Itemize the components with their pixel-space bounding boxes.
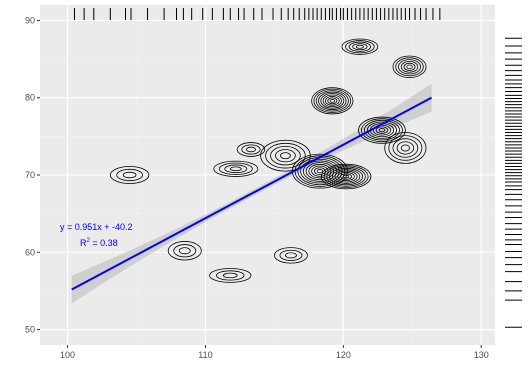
regression-line [71, 96, 433, 291]
density-contour [334, 170, 358, 183]
density-contour [270, 146, 301, 166]
density-contour [109, 166, 150, 184]
density-contour [241, 144, 261, 155]
density-contour [313, 167, 326, 175]
density-contour [400, 144, 410, 152]
density-contour [273, 247, 308, 264]
density-contour [341, 38, 379, 55]
density-contour [265, 142, 306, 169]
density-contour [345, 40, 375, 54]
density-contour [323, 165, 369, 188]
density-contour [167, 241, 202, 261]
density-contour [280, 152, 291, 160]
density-contour [302, 160, 337, 182]
y-tick-label: 80 [25, 93, 35, 103]
density-contour [392, 55, 427, 79]
density-contour [173, 244, 197, 258]
x-tick-label: 130 [474, 350, 489, 360]
regression-equation: y = 0.951x + -40.2 [60, 222, 133, 232]
rug-y [505, 37, 522, 328]
density-contour [352, 43, 368, 51]
density-contour [116, 168, 143, 182]
r-squared-value: = 0.38 [90, 238, 118, 248]
density-contour [279, 249, 303, 261]
density-contour [378, 128, 386, 133]
density-contour [316, 169, 324, 174]
density-contour [122, 171, 137, 179]
density-contour [300, 158, 340, 184]
density-contour [325, 96, 340, 106]
density-contour [406, 64, 413, 70]
density-contour [375, 126, 389, 134]
density-contour [329, 98, 336, 103]
y-tick-label: 70 [25, 170, 35, 180]
x-tick-label: 110 [198, 350, 212, 360]
density-contour [396, 141, 415, 155]
rug-x [73, 8, 441, 20]
density-contour [337, 172, 355, 182]
density-contour [363, 119, 400, 141]
y-tick-label: 90 [25, 15, 35, 25]
density-contour [178, 247, 191, 255]
y-axis: 50 60 70 80 90 [25, 15, 40, 335]
density-contour [361, 118, 403, 143]
density-contour [403, 62, 416, 71]
density-contour [320, 163, 372, 190]
density-contour [355, 44, 364, 49]
x-axis: 100 110 120 130 [60, 345, 489, 360]
y-tick-label: 50 [25, 325, 35, 335]
density-contour [398, 59, 421, 75]
density-contour [318, 91, 347, 110]
density-contour [285, 252, 297, 259]
x-tick-label: 120 [336, 350, 351, 360]
density-contour [392, 138, 419, 158]
density-contour [209, 268, 252, 283]
density-contour [311, 165, 329, 177]
density-contour [222, 272, 238, 279]
r-squared-letter: R [80, 238, 87, 248]
density-contour [311, 87, 354, 115]
r-squared-superscript: 2 [87, 238, 91, 244]
density-contours [109, 38, 427, 283]
density-contour [213, 160, 259, 177]
density-contour [395, 57, 424, 77]
density-contour [313, 88, 352, 113]
density-contour [366, 121, 397, 139]
density-contour [245, 146, 256, 153]
density-contour [348, 41, 372, 52]
density-contour [275, 149, 296, 163]
density-contour [322, 94, 342, 108]
density-contour [384, 132, 427, 164]
density-contour [229, 166, 242, 172]
density-contour [342, 174, 350, 179]
density-contour [320, 93, 345, 109]
density-contour [315, 90, 349, 112]
density-contour [224, 164, 248, 174]
density-contour [329, 167, 364, 186]
density-contour [400, 61, 419, 73]
grid-major [40, 5, 495, 345]
density-contour [388, 135, 423, 161]
y-tick-label: 60 [25, 247, 35, 257]
density-contour [260, 139, 311, 172]
density-contour [236, 142, 266, 157]
density-contour [308, 163, 332, 179]
x-tick-label: 100 [60, 350, 75, 360]
density-contour [340, 173, 353, 180]
density-contour [358, 116, 406, 144]
r-squared-label: R2 = 0.38 [80, 238, 118, 248]
density-contour [327, 97, 338, 105]
density-contour [326, 166, 366, 187]
density-contour [218, 162, 253, 176]
density-contour [216, 270, 245, 281]
regression-line-group [71, 96, 433, 291]
density-contour [331, 169, 361, 184]
